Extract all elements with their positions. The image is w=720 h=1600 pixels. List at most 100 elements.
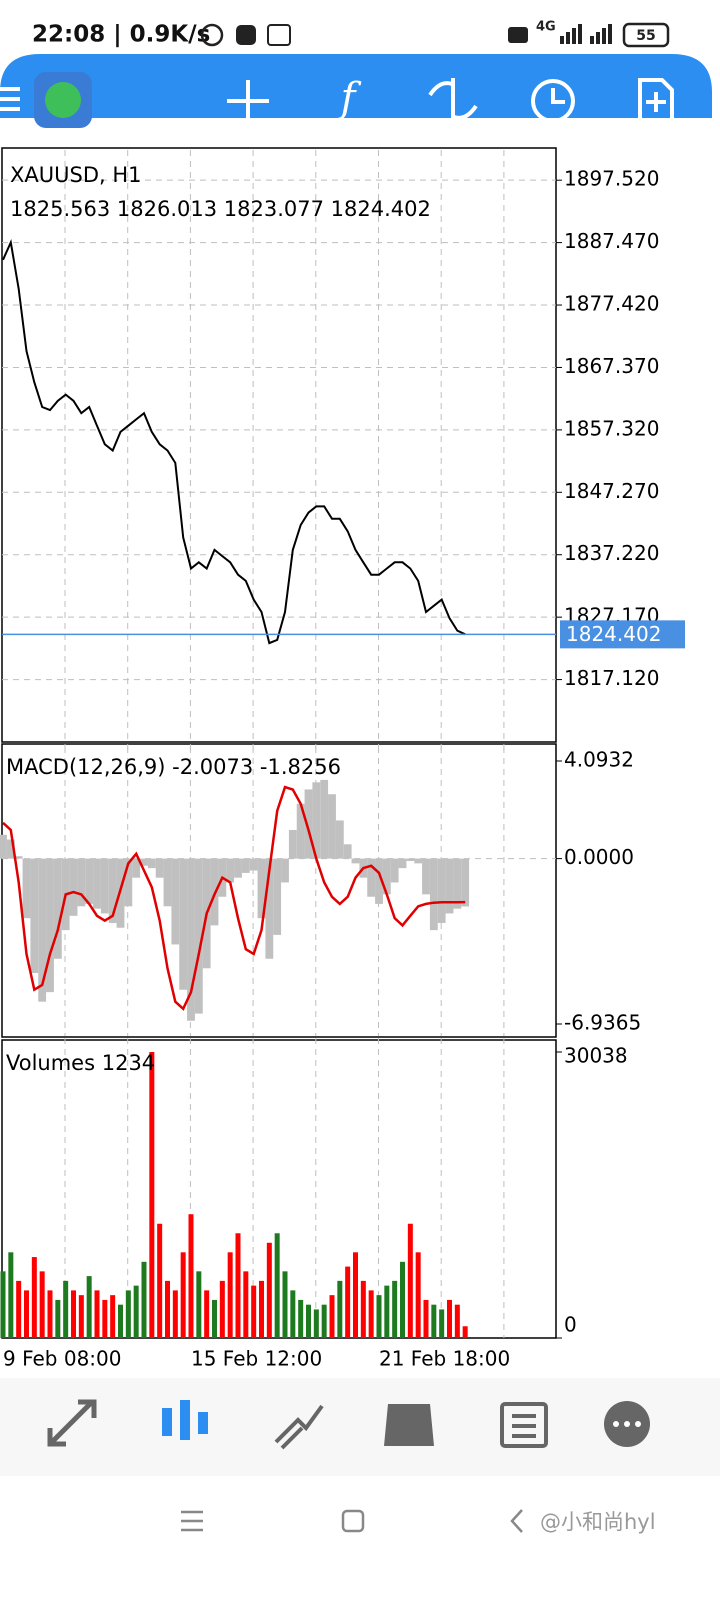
macd-bar — [163, 858, 172, 907]
macd-bar — [375, 858, 383, 904]
y-tick-label: -6.9365 — [564, 1011, 641, 1035]
volume-bar — [94, 1290, 100, 1338]
volume-bar — [172, 1290, 178, 1338]
volume-bar — [274, 1233, 280, 1338]
macd-bar — [390, 858, 399, 883]
volume-bar — [24, 1290, 29, 1338]
macd-bar — [367, 858, 376, 897]
ohlc-text: 1825.563 1826.013 1823.077 1824.402 — [10, 197, 431, 221]
volume-bar — [235, 1233, 241, 1338]
volume-bar — [133, 1285, 139, 1338]
volume-bar — [353, 1252, 358, 1338]
tab-bar — [0, 1378, 720, 1476]
volume-bar — [0, 1271, 6, 1338]
y-tick-label: 1817.120 — [564, 666, 659, 690]
price-line — [2, 238, 466, 645]
volume-bar — [149, 1052, 155, 1338]
battery-level: 55 — [636, 28, 655, 44]
macd-bar — [30, 858, 39, 974]
macd-bar — [85, 858, 94, 904]
timeframe-icon[interactable] — [531, 79, 575, 123]
macd-bar — [6, 839, 15, 859]
volume-bar — [63, 1280, 69, 1338]
macd-bar — [46, 858, 54, 993]
y-tick-label: 0.0000 — [564, 845, 634, 869]
y-tick-label: 0 — [564, 1313, 577, 1337]
volume-bar — [400, 1261, 405, 1338]
volume-bar — [423, 1299, 429, 1338]
volume-bar — [180, 1252, 186, 1338]
volume-bar — [204, 1290, 210, 1338]
volume-bar — [47, 1290, 53, 1338]
macd-bar — [281, 858, 289, 883]
new-order-icon[interactable] — [638, 78, 674, 124]
volume-bar — [243, 1271, 249, 1338]
macd-bar — [171, 858, 180, 945]
macd-bar — [320, 779, 329, 859]
status-icons — [200, 22, 670, 48]
macd-bar — [234, 858, 242, 878]
macd-bar — [288, 829, 297, 859]
macd-bar — [14, 856, 23, 859]
volume-bar — [125, 1290, 131, 1338]
macd-bar — [328, 794, 336, 859]
tab-chat[interactable] — [604, 1401, 650, 1447]
y-tick-label: 1897.520 — [564, 167, 659, 191]
volume-bar — [345, 1266, 351, 1338]
x-tick-label: 21 Feb 18:00 — [379, 1347, 510, 1371]
volume-title: Volumes 1234 — [6, 1051, 155, 1075]
volume-bar — [71, 1290, 76, 1338]
watermark: @小和尚hyl — [540, 1510, 656, 1534]
macd-bar — [226, 858, 235, 883]
macd-bar — [100, 858, 109, 914]
x-tick-label: 15 Feb 12:00 — [191, 1347, 322, 1371]
macd-bar — [38, 858, 47, 1002]
macd-bar — [22, 858, 31, 919]
macd-bar — [437, 858, 446, 923]
volume-bar — [392, 1280, 398, 1338]
y-tick-label: 1837.220 — [564, 541, 659, 565]
macd-bar — [257, 858, 266, 919]
volume-bar — [306, 1304, 311, 1338]
x-tick-label: 9 Feb 08:00 — [3, 1347, 122, 1371]
chart-area — [1, 147, 557, 1339]
tab-news[interactable] — [500, 1402, 548, 1448]
crosshair-icon[interactable] — [227, 80, 269, 122]
volume-bar — [102, 1299, 108, 1338]
volume-bar — [407, 1223, 413, 1338]
macd-bar — [265, 858, 274, 959]
volume-bar — [447, 1299, 452, 1338]
volume-bar — [16, 1280, 22, 1338]
volume-bar — [259, 1280, 264, 1338]
volume-bar — [454, 1304, 460, 1338]
y-tick-label: 30038 — [564, 1044, 628, 1068]
status-time: 22:08 | 0.9K/s — [32, 22, 210, 48]
macd-bar — [312, 782, 321, 859]
macd-bar — [140, 858, 148, 866]
price-pane — [1, 147, 557, 743]
macd-bar — [273, 858, 282, 935]
signal-line — [2, 785, 466, 1011]
volume-bar — [31, 1257, 37, 1338]
volume-bar — [415, 1252, 421, 1338]
menu-icon[interactable] — [0, 87, 20, 111]
trade-icon[interactable] — [428, 78, 478, 124]
tab-trade[interactable] — [274, 1404, 324, 1450]
tab-history[interactable] — [384, 1404, 434, 1446]
volume-bar — [110, 1295, 116, 1338]
macd-bar — [147, 858, 156, 869]
macd-bar — [304, 789, 313, 859]
tab-chart[interactable] — [162, 1400, 208, 1440]
volume-bar — [298, 1299, 304, 1338]
tab-quotes[interactable] — [47, 1399, 97, 1447]
macd-bar — [406, 858, 415, 861]
volume-bar — [376, 1295, 382, 1338]
y-tick-label: 1877.420 — [564, 292, 659, 316]
macd-bar — [155, 858, 164, 878]
network-type: 4G — [536, 20, 556, 35]
macd-bar — [93, 858, 101, 909]
nav-buttons[interactable] — [181, 1509, 523, 1533]
y-tick-label: 1887.470 — [564, 229, 659, 253]
